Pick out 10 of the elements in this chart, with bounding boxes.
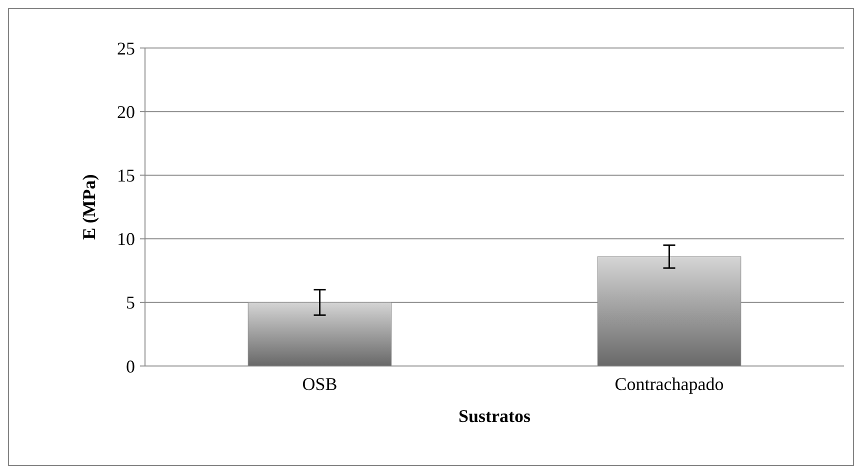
- y-tick-label: 0: [126, 356, 135, 376]
- y-tick-label: 15: [117, 166, 135, 186]
- x-tick-label: Contrachapado: [614, 374, 724, 394]
- y-tick-label: 20: [117, 102, 135, 122]
- y-axis-title: E (MPa): [79, 174, 99, 240]
- x-axis-title: Sustratos: [458, 406, 531, 426]
- x-tick-label: OSB: [302, 374, 338, 394]
- y-tick-label: 10: [117, 229, 135, 250]
- y-tick-label: 5: [126, 292, 135, 313]
- y-tick-label: 25: [117, 38, 135, 58]
